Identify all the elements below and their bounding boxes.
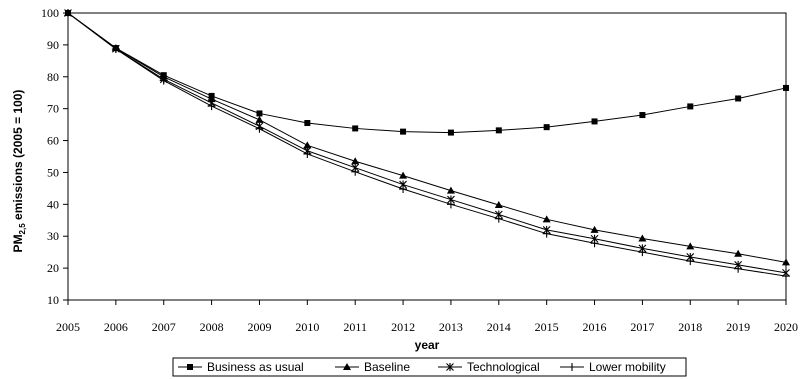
plus-marker [686, 257, 695, 266]
x-tick-label: 2005 [56, 320, 80, 334]
y-axis: 10 20 30 40 50 60 70 80 90 100 [41, 6, 68, 307]
plus-marker [399, 185, 408, 194]
y-tick-label: 80 [47, 70, 59, 84]
y-tick-label: 10 [47, 293, 59, 307]
x-tick-label: 2014 [487, 320, 511, 334]
triangle-marker [542, 215, 551, 223]
triangle-marker [782, 258, 790, 266]
x-tick-label: 2011 [343, 320, 367, 334]
square-marker [783, 84, 789, 91]
x-tick-label: 2010 [295, 320, 319, 334]
x-tick-label: 2009 [247, 320, 271, 334]
legend-box [172, 357, 687, 377]
x-tick-label: 2019 [726, 320, 750, 334]
triangle-marker [446, 186, 455, 194]
y-tick-label: 20 [47, 261, 59, 275]
square-marker [495, 127, 502, 134]
legend-item: Lower mobility [560, 360, 666, 374]
square-marker [304, 120, 311, 127]
x-tick-label: 2016 [583, 320, 607, 334]
square-marker [639, 112, 646, 119]
plus-marker [159, 76, 168, 85]
square-marker [187, 364, 193, 370]
triangle-marker [343, 363, 351, 370]
triangle-marker [399, 171, 408, 179]
plus-marker [638, 248, 647, 257]
square-marker [447, 129, 454, 136]
legend: Business as usual Baseline Technological Lo… [172, 357, 687, 377]
x-tick-label: 2015 [535, 320, 559, 334]
triangle-marker [494, 200, 503, 208]
plus-marker [494, 214, 503, 223]
legend-item: Business as usual [178, 360, 304, 374]
x-axis-title: year [415, 338, 440, 352]
triangle-marker [303, 141, 312, 149]
x-axis: 2005 2006 2007 2008 2009 2010 2011 2012 2013 2014… [56, 300, 798, 334]
plus-marker [303, 149, 312, 158]
square-marker [352, 125, 359, 132]
plus-marker [568, 363, 576, 371]
x-tick-label: 2012 [391, 320, 415, 334]
plus-marker [111, 45, 120, 54]
series-line [67, 12, 787, 134]
square-marker [256, 110, 263, 117]
y-tick-label: 70 [47, 102, 59, 116]
square-marker [543, 124, 550, 131]
legend-label: Baseline [364, 360, 410, 374]
plus-marker [782, 272, 790, 281]
legend-label: Business as usual [207, 360, 304, 374]
asterisk-marker [446, 363, 454, 371]
triangle-marker [255, 115, 264, 123]
x-tick-label: 2008 [200, 320, 224, 334]
x-tick-label: 2006 [104, 320, 128, 334]
y-axis-title: PM2,5 emissions (2005 = 100) [11, 90, 27, 253]
triangle-marker [638, 234, 647, 242]
triangle-marker [686, 242, 695, 250]
legend-label: Technological [467, 360, 540, 374]
plus-marker [542, 229, 551, 238]
series-line [67, 12, 787, 263]
square-marker [687, 103, 694, 110]
x-tick-label: 2017 [630, 320, 654, 334]
y-tick-label: 50 [47, 165, 59, 179]
series-line [67, 12, 787, 277]
y-tick-label: 60 [47, 134, 59, 148]
y-tick-label: 30 [47, 229, 59, 243]
series-line [67, 12, 787, 274]
y-tick-label: 100 [41, 6, 59, 20]
plus-marker [590, 239, 599, 248]
square-marker [591, 118, 598, 125]
triangle-marker [734, 249, 743, 257]
x-tick-label: 2020 [774, 320, 798, 334]
legend-item: Technological [438, 360, 540, 374]
x-tick-label: 2013 [439, 320, 463, 334]
x-tick-label: 2018 [678, 320, 702, 334]
plus-marker [734, 264, 743, 273]
x-tick-label: 2007 [152, 320, 176, 334]
square-marker [400, 128, 407, 135]
plus-marker [64, 9, 72, 17]
plus-marker [446, 200, 455, 209]
plus-marker [351, 167, 360, 176]
triangle-marker [590, 225, 599, 233]
legend-label: Lower mobility [589, 360, 666, 374]
square-marker [735, 95, 742, 102]
plot-frame [67, 12, 787, 301]
series-layer [64, 9, 790, 281]
legend-item: Baseline [335, 360, 410, 374]
plus-marker [207, 102, 216, 111]
series-lower-mobility [64, 9, 790, 281]
y-tick-label: 90 [47, 38, 59, 52]
triangle-marker [351, 157, 360, 165]
plus-marker [255, 124, 264, 133]
plot-area [67, 12, 787, 301]
y-tick-label: 40 [47, 197, 59, 211]
